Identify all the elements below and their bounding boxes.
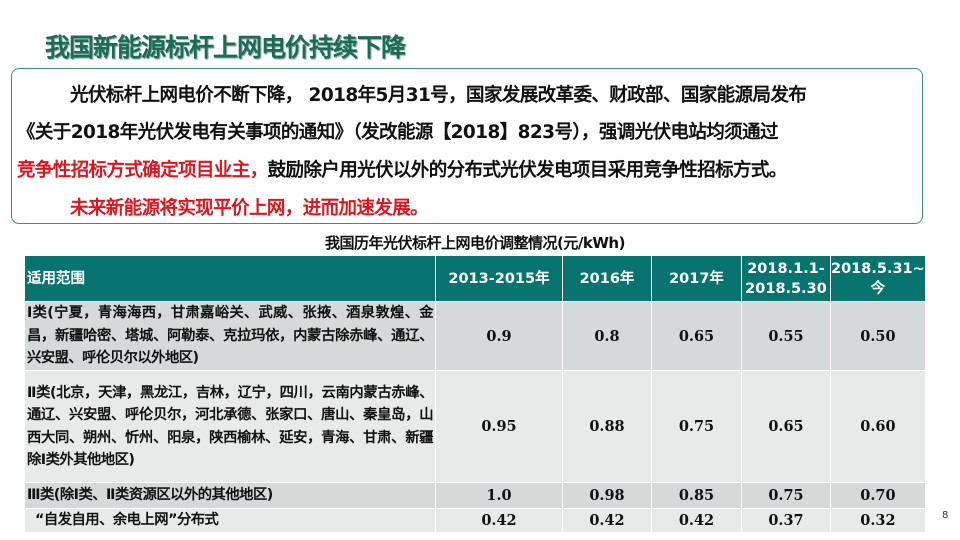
column-header: 2018.5.31~今: [830, 255, 926, 302]
price-cell: 0.75: [651, 370, 742, 483]
price-cell: 0.8: [562, 301, 652, 371]
price-cell: 0.50: [830, 301, 926, 371]
region-cell: Ⅰ类(宁夏，青海海西，甘肃嘉峪关、武威、张掖、酒泉敦煌、金昌，新疆哈密、塔城、阿…: [24, 301, 436, 371]
price-cell: 0.37: [741, 508, 831, 533]
column-header: 2016年: [562, 255, 652, 302]
price-cell: 0.88: [562, 370, 652, 483]
price-cell: 0.55: [741, 301, 831, 371]
slide-title: 我国新能源标杆上网电价持续下降: [45, 33, 406, 62]
price-cell: 0.42: [651, 508, 742, 533]
price-cell: 0.32: [830, 508, 926, 533]
highlight-text: 竞争性招标方式确定项目业主，: [17, 160, 268, 181]
summary-box: [11, 68, 923, 224]
price-cell: 0.9: [435, 301, 563, 371]
column-header: 2013-2015年: [435, 255, 563, 302]
price-table: 适用范围 2013-2015年 2016年 2017年 2018.1.1-201…: [24, 255, 926, 533]
paragraph-line: 《关于2018年光伏发电有关事项的通知》（发改能源【2018】823号），强调光…: [17, 122, 779, 143]
price-cell: 0.65: [651, 301, 742, 371]
page-number: 8: [942, 510, 949, 521]
region-cell: Ⅱ类(北京，天津，黑龙江，吉林，辽宁，四川，云南内蒙古赤峰、通辽、兴安盟、呼伦贝…: [24, 370, 436, 483]
price-cell: 0.70: [830, 482, 926, 509]
column-header: 2018.1.1-2018.5.30: [741, 255, 831, 302]
table-row: Ⅰ类(宁夏，青海海西，甘肃嘉峪关、武威、张掖、酒泉敦煌、金昌，新疆哈密、塔城、阿…: [24, 301, 926, 371]
price-cell: 0.42: [562, 508, 652, 533]
price-cell: 0.95: [435, 370, 563, 483]
region-cell: “自发自用、余电上网”分布式: [24, 508, 436, 533]
price-cell: 0.85: [651, 482, 742, 509]
price-cell: 0.98: [562, 482, 652, 509]
table-row: “自发自用、余电上网”分布式 0.42 0.42 0.42 0.37 0.32: [24, 508, 926, 533]
paragraph-line: 光伏标杆上网电价不断下降， 2018年5月31号，国家发展改革委、财政部、国家能…: [70, 85, 807, 106]
region-cell: Ⅲ类(除Ⅰ类、Ⅱ类资源区以外的其他地区): [24, 482, 436, 509]
column-header: 适用范围: [24, 255, 436, 302]
table-row: Ⅱ类(北京，天津，黑龙江，吉林，辽宁，四川，云南内蒙古赤峰、通辽、兴安盟、呼伦贝…: [24, 370, 926, 483]
price-cell: 0.42: [435, 508, 563, 533]
table-header-row: 适用范围 2013-2015年 2016年 2017年 2018.1.1-201…: [24, 255, 926, 302]
paragraph-line: 竞争性招标方式确定项目业主，鼓励除户用光伏以外的分布式光伏发电项目采用竞争性招标…: [17, 156, 787, 182]
price-cell: 0.65: [741, 370, 831, 483]
table-caption: 我国历年光伏标杆上网电价调整情况(元/kWh): [325, 234, 625, 252]
column-header: 2017年: [651, 255, 742, 302]
highlight-line: 未来新能源将实现平价上网，进而加速发展。: [70, 198, 429, 219]
paragraph-text: 鼓励除户用光伏以外的分布式光伏发电项目采用竞争性招标方式。: [267, 160, 788, 181]
price-cell: 1.0: [435, 482, 563, 509]
price-cell: 0.60: [830, 370, 926, 483]
price-cell: 0.75: [741, 482, 831, 509]
table-row: Ⅲ类(除Ⅰ类、Ⅱ类资源区以外的其他地区) 1.0 0.98 0.85 0.75 …: [24, 482, 926, 509]
